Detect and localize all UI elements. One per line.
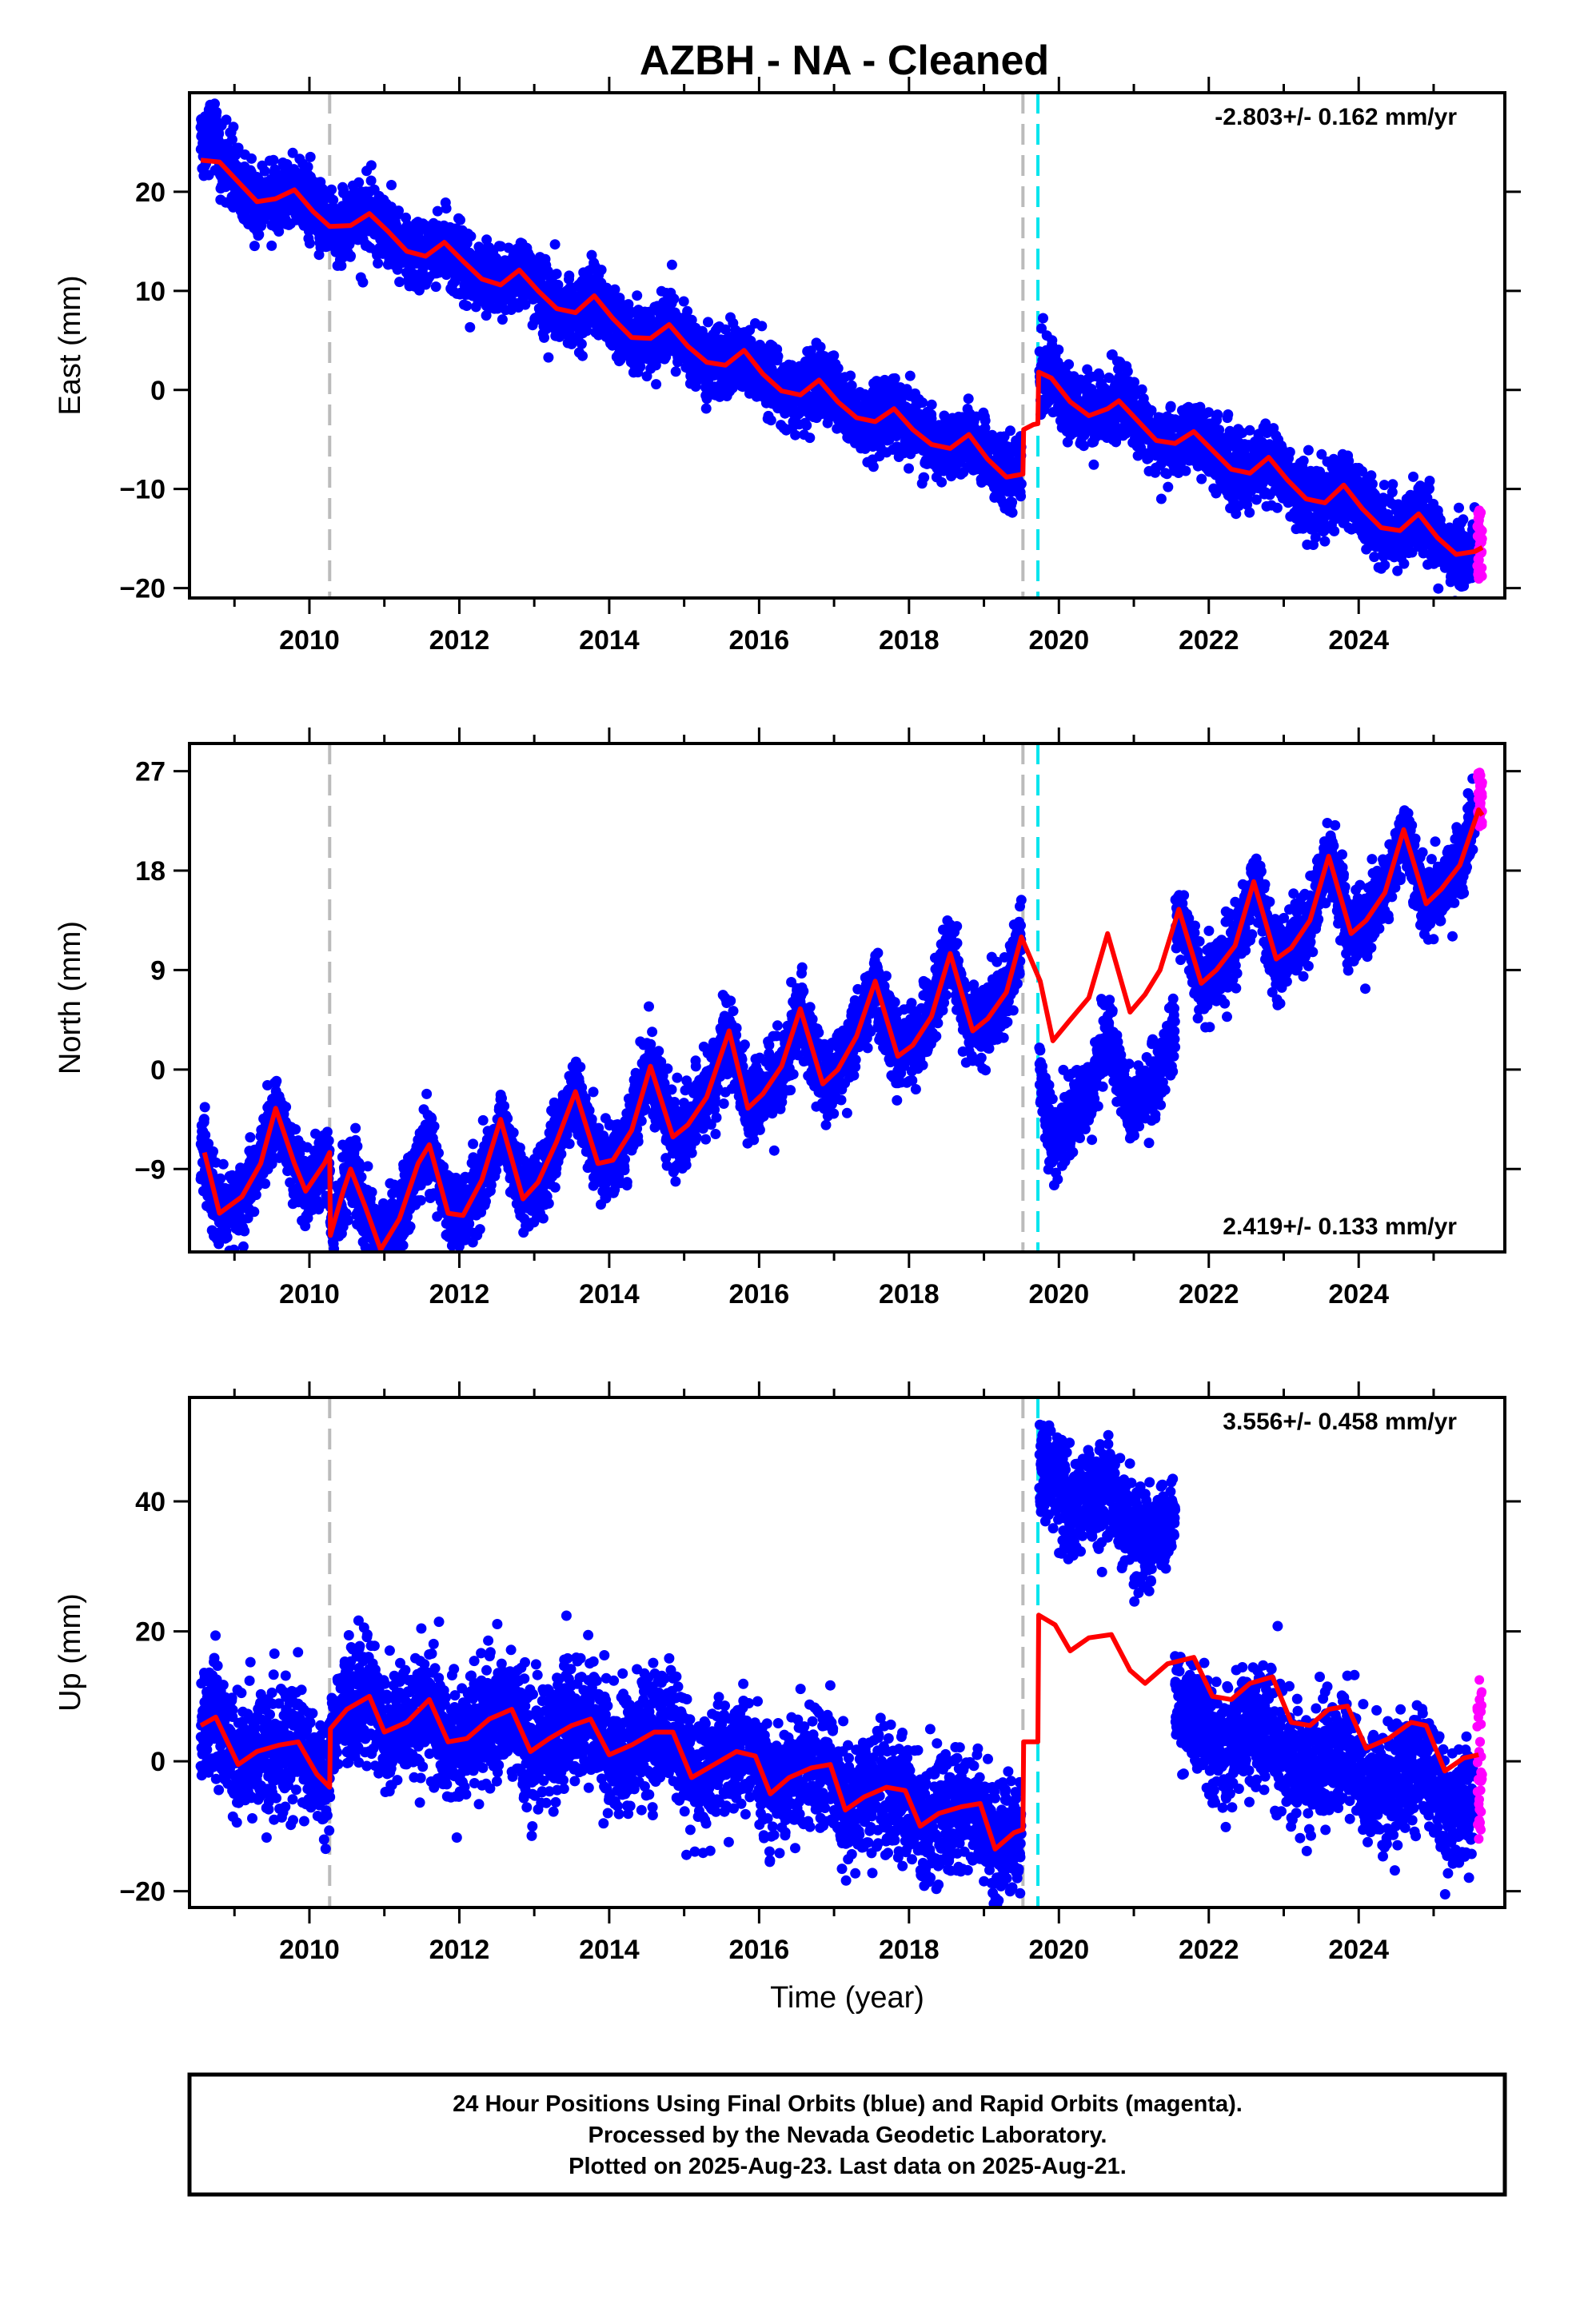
final-orbit-point [1123, 366, 1133, 377]
final-orbit-point [394, 277, 405, 287]
final-orbit-point [1212, 409, 1223, 420]
final-orbit-point [373, 258, 383, 269]
final-orbit-point [919, 472, 929, 483]
final-orbit-point [345, 251, 356, 261]
final-orbit-point [441, 203, 452, 213]
final-orbit-point [366, 160, 377, 170]
final-orbit-point [328, 195, 338, 205]
final-orbit-point [552, 269, 562, 279]
final-orbit-point [756, 321, 767, 331]
final-orbit-point [246, 153, 257, 164]
final-orbit-point [964, 393, 974, 404]
final-orbit-point [1007, 497, 1017, 508]
final-orbit-point [703, 317, 713, 327]
final-orbit-point [667, 260, 677, 270]
final-orbit-point [353, 177, 364, 188]
final-orbit-point [455, 215, 465, 225]
figure-title: AZBH - NA - Cleaned [640, 38, 1049, 84]
final-orbit-point [1156, 494, 1167, 504]
final-orbit-point [801, 421, 812, 431]
final-orbit-point [249, 241, 260, 251]
final-orbit-point [1129, 377, 1139, 388]
final-orbit-point [550, 239, 561, 249]
final-orbit-point [833, 363, 844, 373]
final-orbit-point [804, 433, 815, 443]
final-orbit-point [357, 277, 368, 288]
final-orbit-point [303, 161, 313, 172]
final-orbit-point [936, 477, 947, 488]
final-orbit-point [1005, 425, 1015, 436]
final-orbit-point [927, 400, 937, 410]
final-orbit-point [543, 353, 553, 363]
final-orbit-point [773, 351, 784, 361]
final-orbit-point [577, 339, 587, 349]
final-orbit-point [651, 379, 661, 389]
final-orbit-point [668, 293, 679, 304]
final-orbit-point [1163, 482, 1173, 492]
final-orbit-point [1180, 466, 1191, 476]
final-orbit-point [1166, 401, 1176, 412]
final-orbit-point [904, 464, 914, 474]
final-orbit-point [1088, 460, 1099, 470]
final-orbit-point [1223, 409, 1233, 420]
final-orbit-point [1053, 345, 1063, 355]
final-orbit-point [890, 373, 900, 384]
final-orbit-point [266, 241, 277, 251]
final-orbit-point [577, 351, 588, 361]
final-orbit-point [465, 322, 475, 333]
final-orbit-point [766, 415, 776, 425]
final-orbit-point [905, 371, 916, 381]
final-orbit-point [386, 180, 397, 190]
final-orbit-point [1063, 359, 1074, 369]
final-orbit-point [326, 185, 337, 195]
final-orbit-point [211, 107, 221, 118]
final-orbit-point [980, 416, 991, 426]
final-orbit-point [679, 297, 689, 307]
final-orbit-point [1015, 491, 1026, 501]
final-orbit-point [1196, 474, 1207, 484]
final-orbit-point [564, 270, 574, 281]
final-orbit-point [260, 166, 270, 177]
final-orbit-point [868, 461, 879, 472]
final-orbit-point [228, 122, 238, 132]
final-orbit-point [305, 152, 316, 162]
final-orbit-point [1007, 508, 1018, 518]
final-orbit-point [461, 301, 472, 311]
final-orbit-point [632, 290, 642, 301]
final-orbit-point [1137, 385, 1147, 395]
final-orbit-point [1016, 479, 1027, 489]
final-orbit-point [701, 404, 712, 414]
final-orbit-point [253, 229, 264, 240]
final-orbit-point [366, 176, 377, 186]
final-orbit-point [431, 281, 441, 292]
final-orbit-point [305, 238, 315, 249]
final-orbit-point [497, 314, 508, 325]
final-orbit-point [917, 397, 928, 408]
final-orbit-point [596, 265, 607, 275]
final-orbit-point [1038, 313, 1048, 324]
final-orbit-point [465, 231, 476, 241]
final-orbit-point [845, 371, 856, 381]
final-orbit-point [671, 366, 681, 377]
final-orbit-point [682, 306, 692, 317]
final-orbit-point [269, 155, 279, 165]
